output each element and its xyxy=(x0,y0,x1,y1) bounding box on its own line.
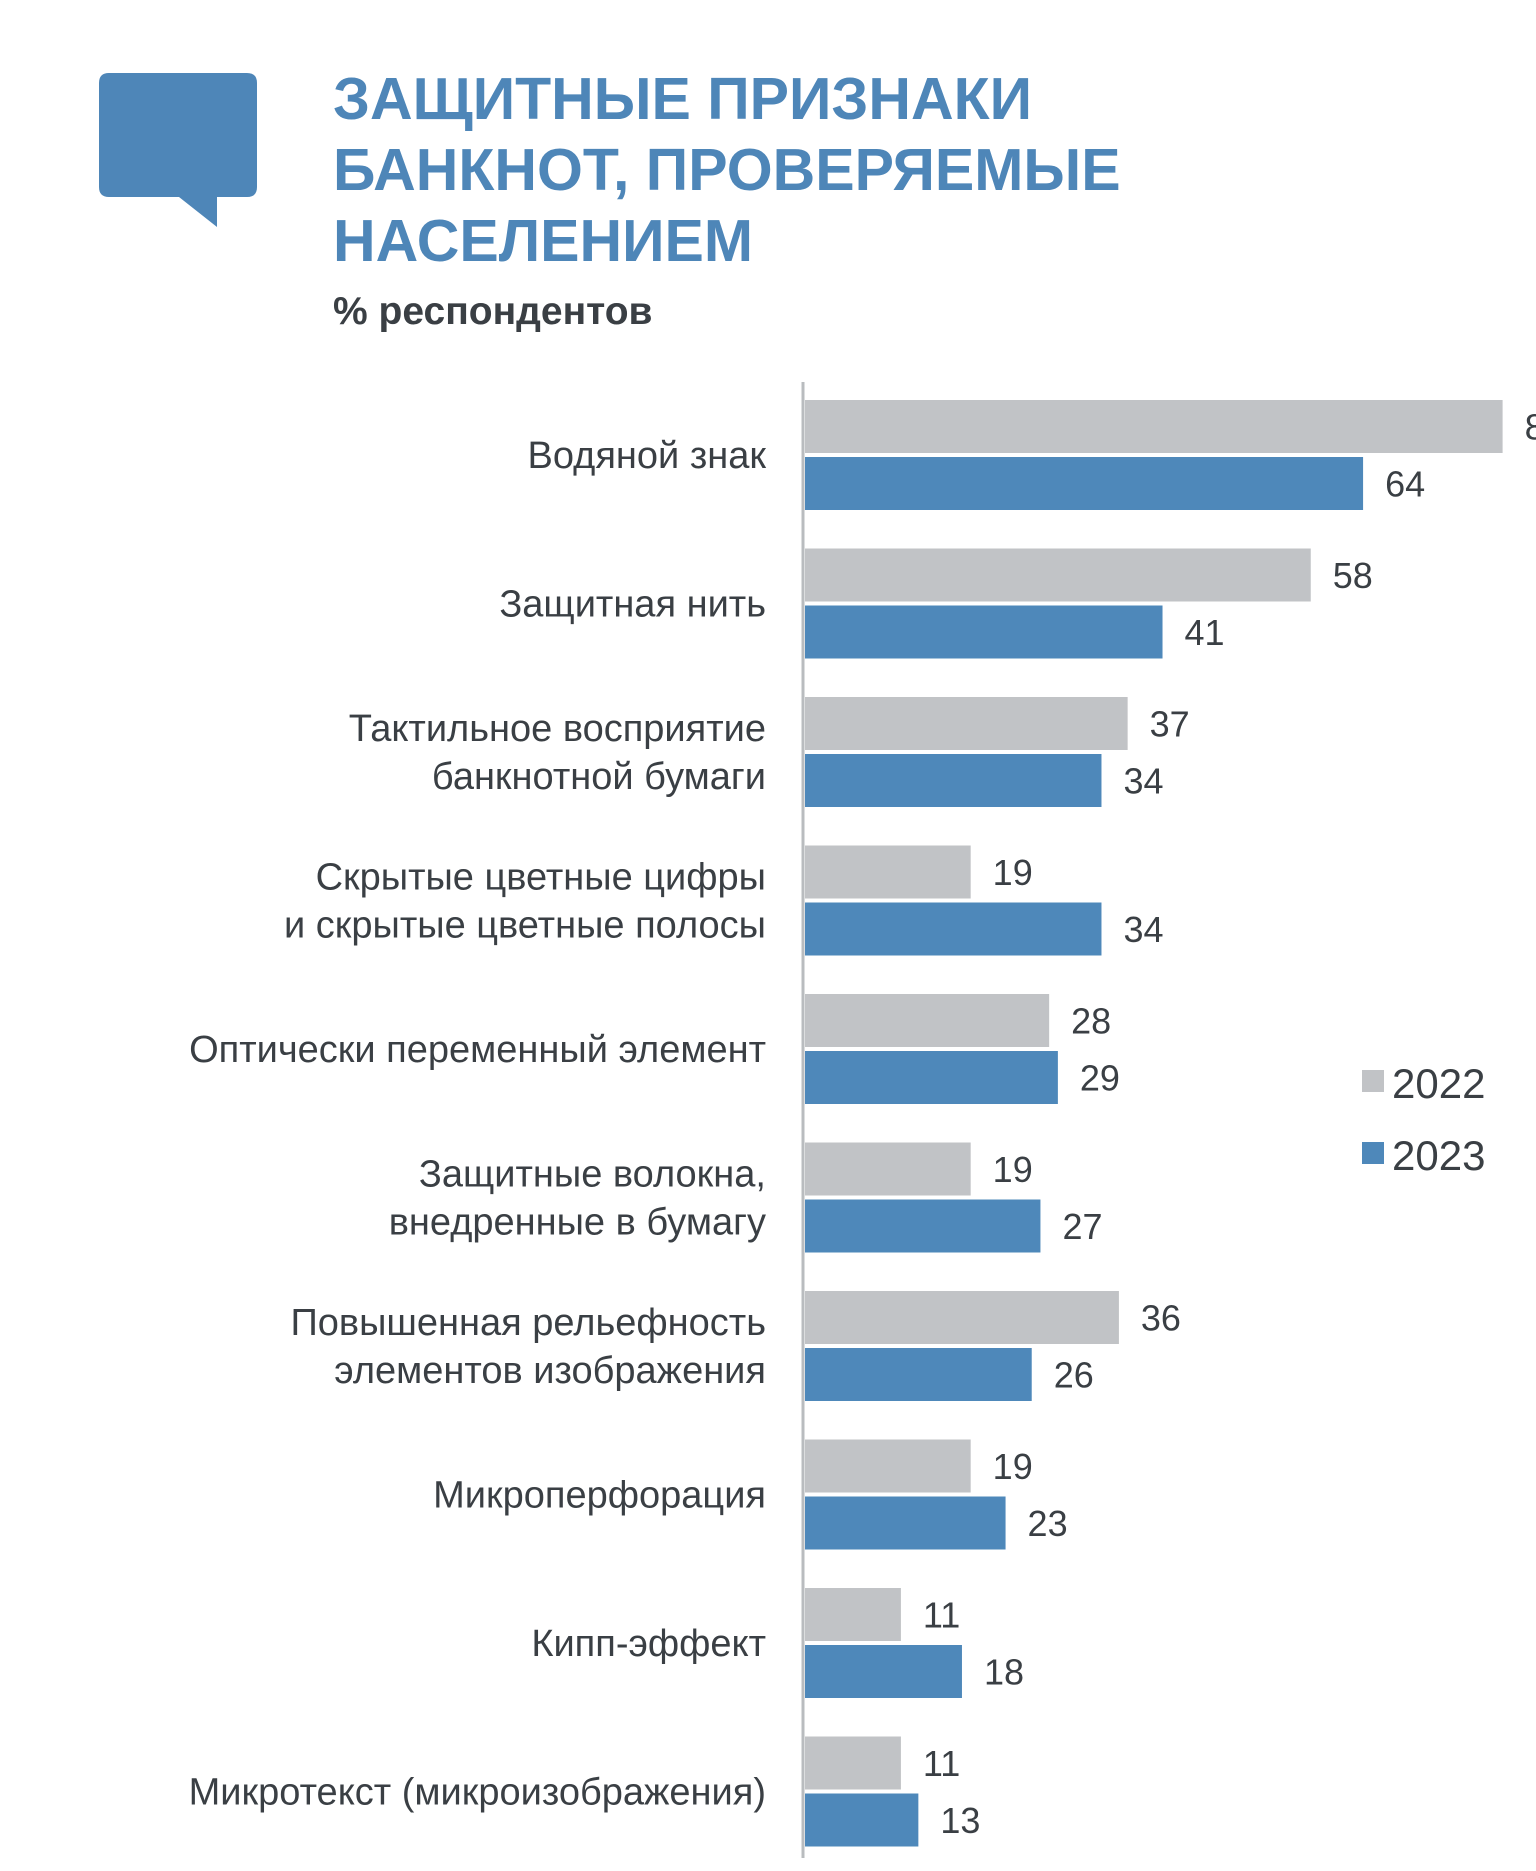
category-label-line: Оптически переменный элемент xyxy=(189,1029,766,1071)
value-label: 19 xyxy=(993,1149,1033,1190)
bar-2023 xyxy=(805,1051,1058,1104)
category-label-line: Повышенная рельефность xyxy=(290,1302,766,1344)
category-label-line: Защитная нить xyxy=(499,584,766,626)
chart-title-line: ЗАЩИТНЫЕ ПРИЗНАКИ xyxy=(333,66,1033,132)
category-label: Защитные волокна, внедренные в бумагу xyxy=(389,1154,766,1244)
category-label: Кипп-эффект xyxy=(531,1623,766,1665)
bar-2023 xyxy=(805,605,1163,659)
bar-2022 xyxy=(805,548,1311,602)
bar-2022 xyxy=(805,1142,971,1196)
value-label: 28 xyxy=(1071,1001,1111,1042)
category-label: Тактильное восприятие банкнотной бумаги xyxy=(349,708,766,798)
value-label: 19 xyxy=(993,852,1033,893)
value-labels: 80 64 58 41 37 34 19 34 28 29 19 27 36 26 19 23 11 18 11 13 xyxy=(923,407,1536,1842)
chart-header: ЗАЩИТНЫЕ ПРИЗНАКИ БАНКНОТ, ПРОВЕРЯЕМЫЕ Н… xyxy=(0,0,1536,360)
category-label-line: Тактильное восприятие xyxy=(349,708,766,750)
bar-2023 xyxy=(805,754,1102,807)
value-label: 29 xyxy=(1080,1058,1120,1099)
value-label: 23 xyxy=(1028,1503,1068,1544)
value-label: 80 xyxy=(1525,407,1536,448)
value-label: 11 xyxy=(923,1595,960,1636)
value-label: 36 xyxy=(1141,1298,1181,1339)
bar-2022 xyxy=(805,1439,971,1493)
bar-2022 xyxy=(805,697,1128,750)
value-label: 34 xyxy=(1123,761,1163,802)
value-label: 58 xyxy=(1333,555,1373,596)
value-label: 27 xyxy=(1062,1206,1102,1247)
chart-subtitle: % респондентов xyxy=(333,290,653,333)
bar-2022 xyxy=(805,400,1503,453)
category-label: Защитная нить xyxy=(499,584,766,626)
value-label: 41 xyxy=(1185,612,1225,653)
bar-2023 xyxy=(805,457,1364,510)
value-label: 34 xyxy=(1123,909,1163,950)
value-label: 11 xyxy=(923,1743,960,1784)
bar-2022 xyxy=(805,1736,901,1790)
legend-swatch xyxy=(1362,1070,1384,1092)
bars-layer xyxy=(805,400,1503,1847)
bar-2022 xyxy=(805,845,971,899)
value-label: 19 xyxy=(993,1446,1033,1487)
chart-title-line: БАНКНОТ, ПРОВЕРЯЕМЫЕ xyxy=(333,137,1121,203)
category-label-line: Микроперфорация xyxy=(433,1475,766,1517)
chart-title-line: НАСЕЛЕНИЕМ xyxy=(333,208,753,274)
category-label-line: банкнотной бумаги xyxy=(432,756,766,798)
category-label: Скрытые цветные цифры и скрытые цветные п… xyxy=(284,857,766,947)
bar-2023 xyxy=(805,1496,1006,1550)
category-label-line: Микротекст (микроизображения) xyxy=(189,1772,766,1814)
category-label-line: и скрытые цветные полосы xyxy=(284,905,766,947)
category-label-line: элементов изображения xyxy=(334,1350,766,1392)
value-label: 26 xyxy=(1054,1355,1094,1396)
category-label-line: Скрытые цветные цифры xyxy=(316,857,766,899)
bar-2023 xyxy=(805,1793,919,1847)
legend: 2022 2023 xyxy=(1362,1060,1485,1179)
category-label: Микротекст (микроизображения) xyxy=(189,1772,766,1814)
legend-label: 2022 xyxy=(1392,1060,1485,1107)
category-label-line: Водяной знак xyxy=(528,435,767,477)
category-label-line: Защитные волокна, xyxy=(419,1154,766,1196)
bar-2022 xyxy=(805,1291,1119,1344)
value-label: 13 xyxy=(940,1800,980,1841)
category-label: Микроперфорация xyxy=(433,1475,766,1517)
value-label: 37 xyxy=(1150,704,1190,745)
value-label: 18 xyxy=(984,1652,1024,1693)
bar-2023 xyxy=(805,1199,1041,1253)
bar-2022 xyxy=(805,1588,901,1641)
bar-2023 xyxy=(805,1645,962,1698)
speech-bubble-icon xyxy=(99,73,257,227)
legend-label: 2023 xyxy=(1392,1132,1485,1179)
category-label: Повышенная рельефность элементов изображе… xyxy=(290,1302,766,1392)
legend-swatch xyxy=(1362,1142,1384,1164)
category-label-line: Кипп-эффект xyxy=(531,1623,766,1665)
category-label-line: внедренные в бумагу xyxy=(389,1202,766,1244)
category-label: Оптически переменный элемент xyxy=(189,1029,766,1071)
bar-2023 xyxy=(805,902,1102,956)
chart-title: ЗАЩИТНЫЕ ПРИЗНАКИ БАНКНОТ, ПРОВЕРЯЕМЫЕ Н… xyxy=(333,64,1433,277)
category-labels: Водяной знак Защитная нить Тактильное восп… xyxy=(189,435,767,1814)
category-label: Водяной знак xyxy=(528,435,767,477)
bar-2022 xyxy=(805,994,1050,1047)
bar-2023 xyxy=(805,1348,1032,1401)
value-label: 64 xyxy=(1385,464,1425,505)
